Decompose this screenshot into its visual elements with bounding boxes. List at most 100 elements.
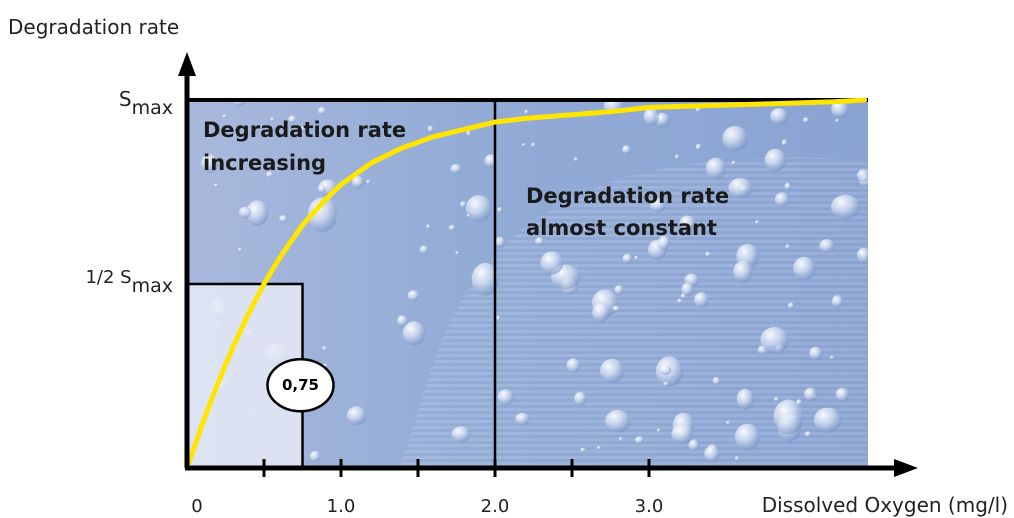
water-drop: [346, 406, 367, 425]
water-drop: [679, 215, 696, 232]
water-drop: [705, 251, 711, 258]
water-drop: [366, 179, 371, 185]
water-drop: [466, 214, 471, 218]
x-tick-label: 0: [191, 496, 202, 517]
water-drop: [813, 407, 842, 433]
water-drop: [731, 160, 736, 166]
water-drop: [734, 456, 740, 462]
x-axis-arrow-icon: [894, 459, 918, 477]
water-drop: [402, 321, 426, 346]
water-drop: [804, 431, 812, 438]
water-drop: [819, 239, 835, 253]
water-drop: [703, 199, 708, 204]
water-drop: [600, 358, 624, 384]
water-drop: [596, 446, 602, 450]
x-ticks: [262, 459, 651, 477]
water-drop: [465, 195, 492, 222]
water-drop: [622, 253, 633, 264]
water-drop: [650, 197, 666, 213]
water-drop: [622, 145, 631, 155]
water-drop: [787, 302, 795, 309]
y-tick-label-half-smax: 1/2 Smax: [85, 267, 173, 297]
water-drop: [213, 183, 219, 188]
water-drop: [835, 387, 850, 402]
water-drop: [246, 200, 269, 226]
water-drop: [397, 315, 408, 327]
water-drop: [760, 327, 789, 354]
water-drop: [605, 409, 631, 433]
water-drop: [755, 220, 760, 225]
water-drop: [856, 247, 868, 264]
water-drops: [187, 100, 868, 463]
water-drop: [809, 346, 823, 361]
water-drop: [663, 381, 669, 387]
water-drop: [677, 298, 683, 304]
y-axis: [178, 52, 196, 468]
water-drop: [307, 197, 337, 233]
water-drop: [704, 445, 720, 463]
x-axis: [185, 459, 918, 477]
water-drop: [793, 256, 816, 281]
water-drop: [712, 376, 721, 386]
water-drop: [726, 420, 731, 426]
water-drop: [656, 428, 661, 433]
water-drop: [535, 237, 544, 246]
water-drop: [425, 224, 431, 230]
water-drop: [764, 148, 787, 172]
water-drop: [318, 185, 326, 193]
water-drop: [784, 182, 791, 191]
water-drop: [451, 426, 471, 442]
region-label-increasing: Degradation rate increasing: [203, 118, 413, 175]
x-axis-label: Dissolved Oxygen (mg/l): [762, 493, 1008, 517]
y-axis-arrow-icon: [178, 52, 196, 76]
water-drop: [634, 436, 645, 445]
water-drop: [830, 194, 861, 219]
water-drop: [322, 346, 328, 351]
water-drop: [705, 157, 726, 179]
water-drop: [540, 251, 564, 275]
water-drop: [239, 138, 244, 142]
half-saturation-value: 0,75: [282, 376, 319, 394]
water-drop: [658, 235, 670, 250]
water-drop: [515, 412, 530, 426]
water-drop: [831, 100, 849, 119]
water-drop: [466, 130, 471, 137]
water-drop: [804, 387, 817, 402]
x-tick-label: 2.0: [481, 496, 510, 517]
x-tick-label: 3.0: [635, 496, 664, 517]
water-drop: [659, 365, 672, 375]
water-drop: [419, 245, 429, 255]
water-drop: [497, 389, 514, 406]
water-drop: [288, 115, 297, 124]
half-saturation-badge: 0,75: [266, 357, 335, 413]
water-drop: [460, 201, 467, 208]
water-drop: [671, 424, 694, 444]
water-drop: [796, 399, 803, 406]
water-drop: [781, 139, 788, 146]
water-drop: [407, 290, 420, 302]
x-tick-label: 1.0: [327, 496, 356, 517]
water-drop: [531, 142, 536, 148]
water-drop: [455, 251, 460, 255]
water-drop: [736, 388, 754, 410]
water-drop: [735, 423, 760, 451]
water-drop: [675, 154, 680, 160]
water-drop: [770, 108, 788, 125]
water-drop: [265, 171, 274, 178]
water-drop: [450, 164, 462, 174]
water-drop: [728, 178, 753, 199]
water-drop: [279, 215, 288, 223]
water-drop: [222, 114, 227, 119]
y-axis-label: Degradation rate: [8, 15, 179, 39]
water-drop: [831, 295, 844, 308]
water-drop: [351, 175, 364, 189]
degradation-curve: [184, 97, 868, 471]
water-drop: [521, 143, 526, 147]
water-drop: [634, 255, 639, 261]
water-drop: [688, 439, 700, 451]
water-drop: [774, 192, 790, 207]
water-drop: [835, 119, 840, 123]
x-tick-labels: 0 1.0 2.0 3.0: [191, 496, 663, 517]
water-drop: [237, 247, 242, 252]
